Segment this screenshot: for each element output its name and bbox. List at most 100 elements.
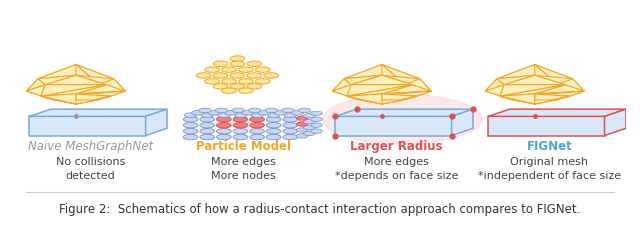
Circle shape (218, 113, 230, 118)
Circle shape (183, 117, 198, 123)
Polygon shape (335, 110, 473, 117)
Polygon shape (497, 65, 535, 79)
Polygon shape (76, 96, 111, 101)
Polygon shape (76, 92, 125, 97)
Circle shape (266, 117, 281, 123)
Polygon shape (511, 65, 558, 85)
Circle shape (183, 135, 198, 140)
Polygon shape (488, 110, 626, 117)
Circle shape (191, 111, 204, 116)
Circle shape (247, 74, 262, 79)
Polygon shape (76, 65, 114, 85)
Polygon shape (332, 79, 351, 92)
Polygon shape (41, 94, 76, 104)
Polygon shape (500, 94, 535, 104)
Polygon shape (535, 94, 570, 104)
Circle shape (282, 109, 294, 113)
Circle shape (239, 68, 253, 73)
Polygon shape (565, 79, 584, 92)
Circle shape (216, 135, 231, 140)
Polygon shape (382, 85, 431, 96)
Circle shape (239, 79, 253, 85)
Circle shape (215, 109, 228, 113)
Polygon shape (26, 92, 97, 101)
Circle shape (303, 114, 315, 118)
Polygon shape (332, 79, 358, 92)
Circle shape (205, 68, 220, 73)
Circle shape (198, 109, 211, 113)
Polygon shape (351, 76, 412, 85)
Ellipse shape (520, 113, 550, 121)
Polygon shape (76, 85, 125, 94)
Polygon shape (382, 94, 417, 104)
Circle shape (283, 129, 298, 134)
Polygon shape (382, 92, 431, 97)
Polygon shape (344, 65, 382, 85)
Polygon shape (535, 85, 584, 96)
Circle shape (265, 109, 278, 113)
Text: *depends on face size: *depends on face size (335, 170, 458, 180)
Polygon shape (76, 92, 125, 97)
Text: Original mesh: Original mesh (511, 157, 588, 167)
Polygon shape (360, 101, 403, 104)
Polygon shape (52, 85, 99, 96)
Polygon shape (76, 97, 111, 104)
Polygon shape (347, 85, 412, 97)
Polygon shape (29, 117, 146, 136)
Polygon shape (485, 79, 511, 92)
Polygon shape (382, 96, 417, 101)
Polygon shape (535, 97, 570, 104)
Circle shape (221, 79, 236, 85)
Circle shape (221, 89, 236, 94)
Polygon shape (382, 85, 431, 94)
Polygon shape (535, 85, 584, 94)
Circle shape (283, 135, 298, 140)
Circle shape (183, 123, 198, 128)
Polygon shape (488, 117, 605, 136)
Text: Particle Model: Particle Model (196, 140, 291, 153)
Polygon shape (45, 76, 106, 85)
Circle shape (208, 111, 221, 116)
Circle shape (232, 109, 244, 113)
Circle shape (200, 117, 214, 123)
Text: Naive MeshGraphNet: Naive MeshGraphNet (28, 140, 153, 153)
Polygon shape (76, 85, 125, 96)
Circle shape (233, 123, 248, 128)
Text: *independent of face size: *independent of face size (478, 170, 621, 180)
Polygon shape (535, 76, 573, 85)
Polygon shape (99, 79, 125, 92)
Ellipse shape (323, 95, 482, 144)
Circle shape (283, 117, 298, 123)
Text: More edges: More edges (364, 157, 429, 167)
Circle shape (303, 132, 315, 136)
Circle shape (266, 135, 281, 140)
Polygon shape (347, 85, 412, 97)
Polygon shape (485, 85, 513, 101)
Polygon shape (558, 79, 584, 92)
Polygon shape (497, 65, 535, 85)
Circle shape (298, 109, 311, 113)
Circle shape (230, 62, 244, 67)
Circle shape (216, 123, 231, 128)
Circle shape (213, 84, 228, 90)
Polygon shape (452, 110, 473, 136)
Circle shape (247, 84, 262, 90)
Polygon shape (497, 76, 535, 85)
Circle shape (247, 62, 262, 67)
Circle shape (230, 84, 244, 90)
Text: More edges: More edges (211, 157, 276, 167)
Circle shape (268, 113, 280, 118)
Polygon shape (500, 85, 513, 101)
Circle shape (255, 68, 270, 73)
Text: More nodes: More nodes (211, 170, 276, 180)
Circle shape (296, 122, 308, 127)
Circle shape (239, 89, 253, 94)
Circle shape (213, 74, 228, 79)
Circle shape (255, 79, 270, 85)
Circle shape (296, 116, 308, 121)
Polygon shape (76, 65, 114, 79)
Polygon shape (38, 65, 76, 85)
Circle shape (251, 113, 263, 118)
Circle shape (266, 123, 281, 128)
Circle shape (230, 74, 244, 79)
